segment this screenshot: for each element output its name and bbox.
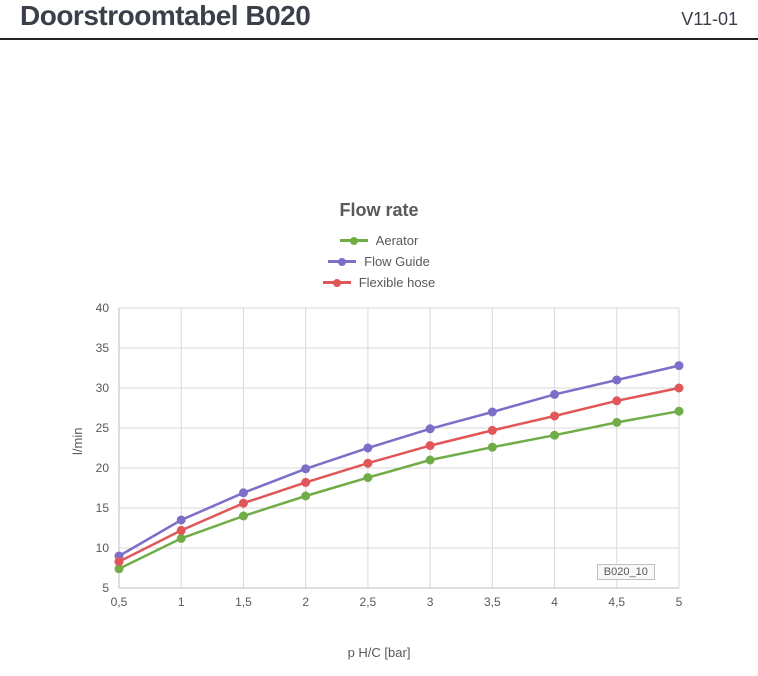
svg-text:25: 25 [96, 421, 110, 435]
page-title: Doorstroomtabel B020 [20, 0, 310, 32]
legend-item: Flexible hose [323, 275, 436, 290]
svg-text:35: 35 [96, 341, 110, 355]
legend-label: Aerator [376, 233, 419, 248]
chart-title: Flow rate [0, 200, 758, 221]
legend-swatch [328, 260, 356, 263]
svg-text:1: 1 [178, 595, 185, 609]
legend-item: Aerator [340, 233, 419, 248]
svg-text:10: 10 [96, 541, 110, 555]
svg-text:5: 5 [676, 595, 683, 609]
svg-text:4,5: 4,5 [608, 595, 625, 609]
chart-legend: Aerator Flow Guide Flexible hose [0, 233, 758, 290]
svg-text:2: 2 [302, 595, 309, 609]
svg-text:4: 4 [551, 595, 558, 609]
svg-text:30: 30 [96, 381, 110, 395]
legend-swatch [323, 281, 351, 284]
version-label: V11-01 [681, 9, 738, 30]
svg-text:40: 40 [96, 301, 110, 315]
chart-badge: B020_10 [597, 564, 655, 580]
svg-text:2,5: 2,5 [360, 595, 377, 609]
legend-label: Flow Guide [364, 254, 430, 269]
svg-text:3: 3 [427, 595, 434, 609]
svg-text:3,5: 3,5 [484, 595, 501, 609]
legend-swatch [340, 239, 368, 242]
x-axis-label: p H/C [bar] [348, 645, 411, 660]
chart-container: Flow rate Aerator Flow Guide Flexible hose… [0, 70, 758, 670]
legend-label: Flexible hose [359, 275, 436, 290]
svg-text:1,5: 1,5 [235, 595, 252, 609]
page-header: Doorstroomtabel B020 V11-01 [0, 0, 758, 40]
svg-text:0,5: 0,5 [111, 595, 128, 609]
svg-text:15: 15 [96, 501, 110, 515]
legend-item: Flow Guide [328, 254, 430, 269]
svg-text:5: 5 [102, 581, 109, 595]
y-axis-label: l/min [70, 428, 85, 455]
svg-text:20: 20 [96, 461, 110, 475]
